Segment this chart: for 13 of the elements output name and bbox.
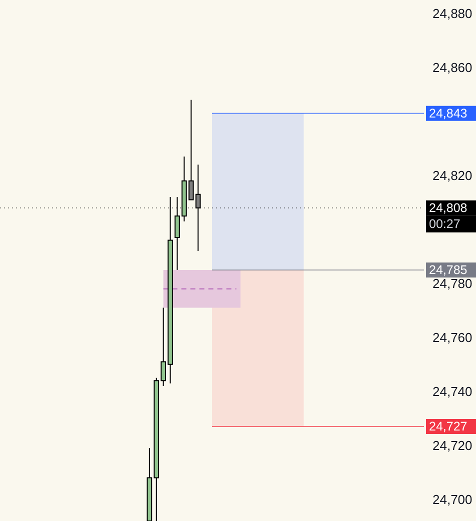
y-tick-label: 24,740 — [432, 384, 472, 399]
text: 00:27 — [429, 216, 460, 231]
y-tick-label: 24,780 — [432, 276, 472, 291]
y-tick-label: 24,720 — [432, 438, 472, 453]
ref-line-label: 24,785 — [429, 262, 468, 277]
ref-line-label: 24,843 — [429, 106, 468, 120]
y-tick-label: 24,700 — [432, 492, 472, 507]
y-tick-label: 24,860 — [432, 60, 472, 75]
ref-line-label: 24,808 — [429, 200, 468, 215]
y-tick-label: 24,760 — [432, 330, 472, 345]
ref-line-label: 24,727 — [429, 420, 468, 434]
y-tick-label: 24,820 — [432, 168, 472, 183]
y-tick-label: 24,880 — [432, 6, 472, 21]
